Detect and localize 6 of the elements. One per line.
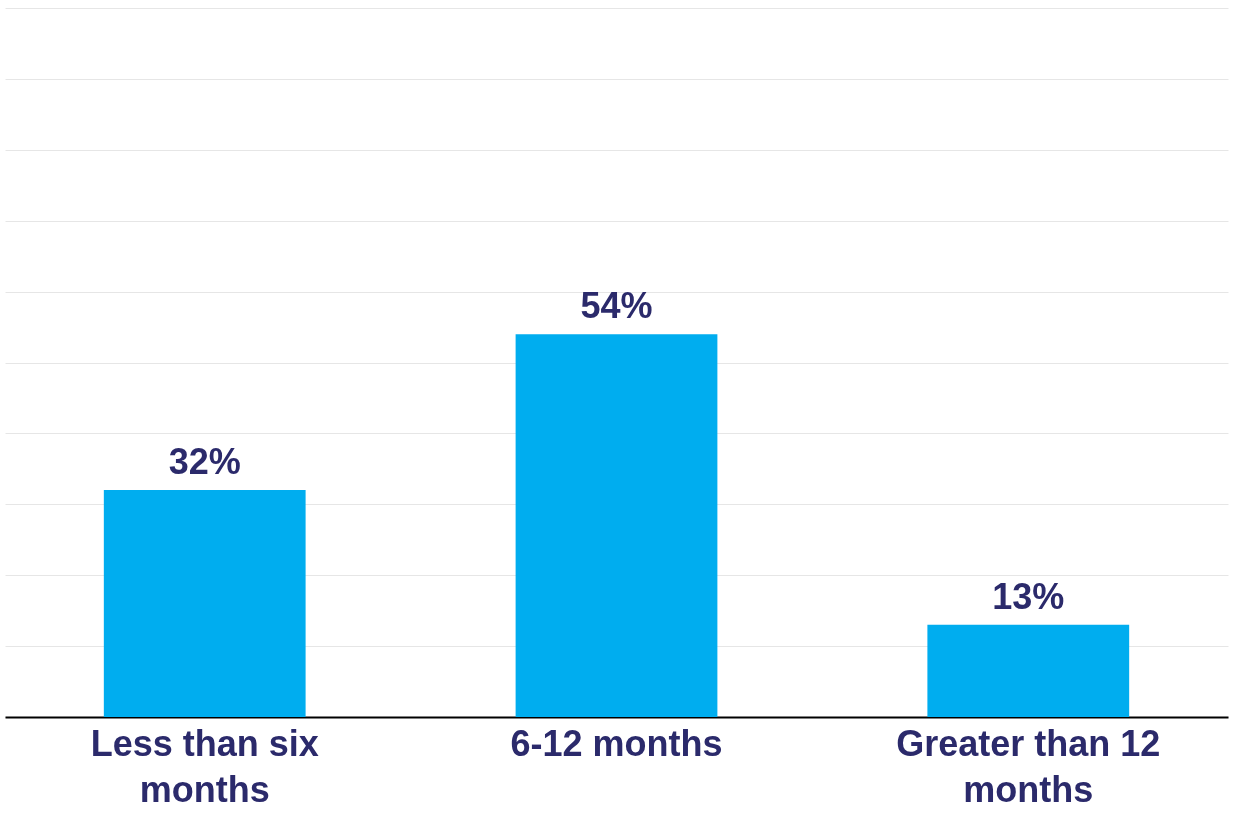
x-tick-label: Greater than 12 months [896, 722, 1161, 810]
x-tick-label: Less than six months [90, 722, 319, 810]
x-tick-label: 6-12 months [510, 722, 723, 764]
data-label: 32% [168, 441, 241, 483]
data-label: 13% [992, 575, 1065, 617]
data-label: 54% [580, 285, 653, 327]
